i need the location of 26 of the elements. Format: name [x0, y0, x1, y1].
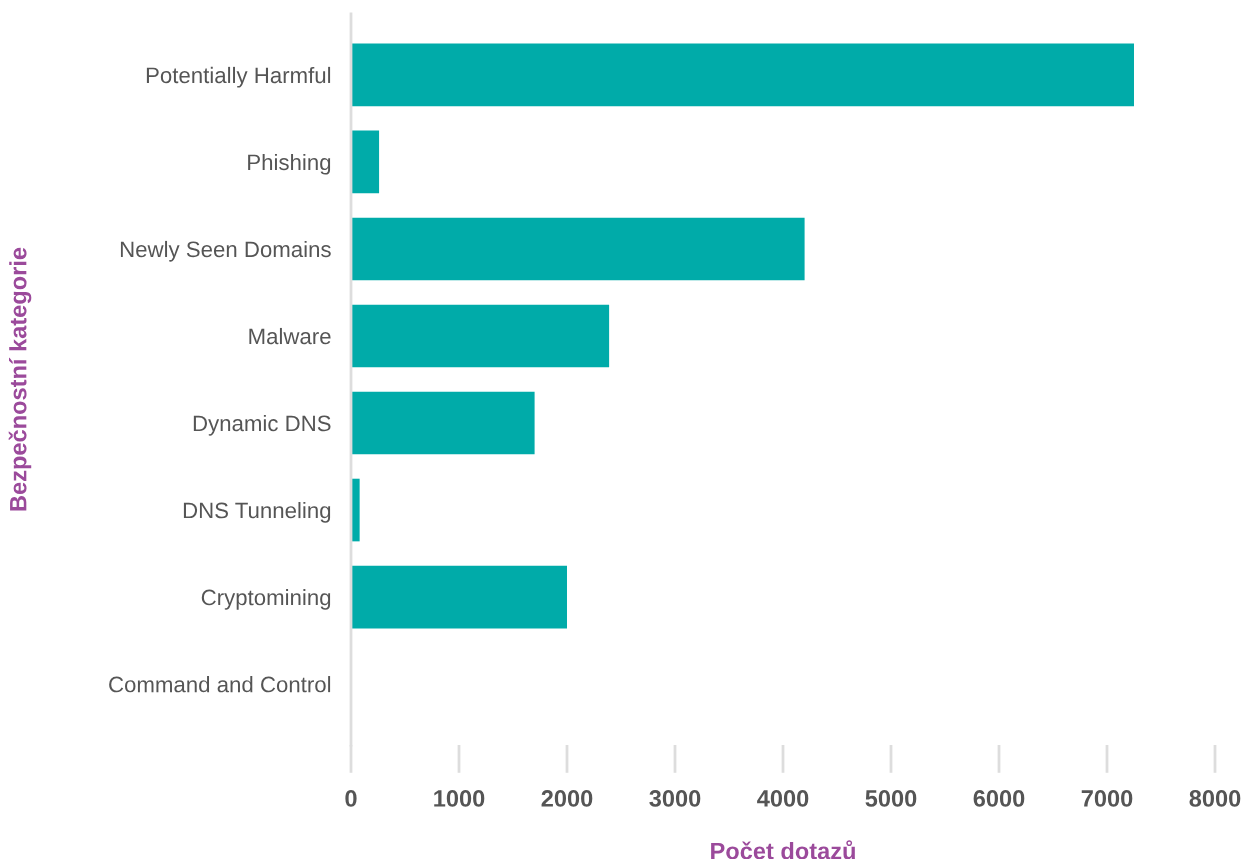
x-tick-label: 8000 — [1189, 790, 1241, 807]
y-tick-label: Phishing — [248, 153, 331, 175]
x-tick-label: 7000 — [1081, 790, 1133, 807]
bar — [351, 304, 610, 368]
bar — [351, 391, 535, 455]
x-tick-label: 4000 — [757, 790, 809, 807]
x-tick-label: 1000 — [434, 790, 485, 807]
y-tick-label: DNS Tunneling — [183, 501, 331, 523]
x-axis-title: Počet dotazů — [711, 840, 855, 859]
x-tick-label: 3000 — [649, 790, 701, 807]
y-tick-label: Potentially Harmful — [146, 66, 331, 88]
y-axis-title: Bezpečnostní kategorie — [8, 247, 32, 511]
bar — [351, 478, 360, 542]
y-tick-label: Cryptomining — [201, 589, 331, 610]
bar — [351, 217, 805, 281]
bar — [351, 565, 567, 629]
x-tick-label: 5000 — [865, 790, 917, 807]
x-tick-label: 0 — [345, 790, 357, 807]
bar — [351, 43, 1134, 107]
y-tick-label: Newly Seen Domains — [120, 240, 331, 262]
y-tick-label: Malware — [249, 327, 331, 345]
y-tick-label: Command and Control — [109, 676, 331, 693]
bar — [351, 130, 380, 194]
x-tick-label: 2000 — [541, 790, 593, 807]
x-tick-label: 6000 — [973, 790, 1025, 807]
y-tick-label: Dynamic DNS — [193, 414, 331, 436]
